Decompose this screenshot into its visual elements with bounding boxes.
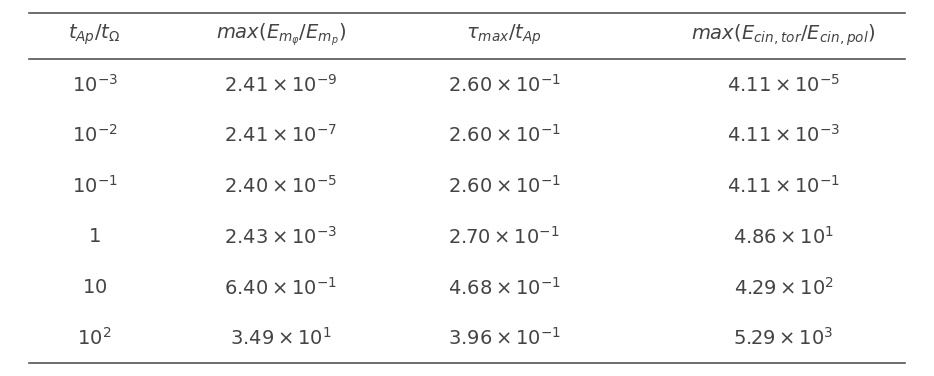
Text: $max(E_{cin,tor}/E_{cin,pol})$: $max(E_{cin,tor}/E_{cin,pol})$	[691, 22, 876, 48]
Text: $2.40 \times 10^{-5}$: $2.40 \times 10^{-5}$	[224, 175, 337, 197]
Text: $4.29 \times 10^{2}$: $4.29 \times 10^{2}$	[733, 276, 834, 298]
Text: $2.70 \times 10^{-1}$: $2.70 \times 10^{-1}$	[448, 226, 560, 248]
Text: $3.49 \times 10^{1}$: $3.49 \times 10^{1}$	[230, 327, 332, 349]
Text: $1$: $1$	[88, 227, 101, 246]
Text: $10$: $10$	[82, 278, 107, 297]
Text: $4.86 \times 10^{1}$: $4.86 \times 10^{1}$	[733, 226, 834, 248]
Text: $4.11 \times 10^{-3}$: $4.11 \times 10^{-3}$	[727, 124, 841, 146]
Text: $2.43 \times 10^{-3}$: $2.43 \times 10^{-3}$	[224, 226, 337, 248]
Text: $4.11 \times 10^{-5}$: $4.11 \times 10^{-5}$	[727, 74, 841, 96]
Text: $5.29 \times 10^{3}$: $5.29 \times 10^{3}$	[733, 327, 834, 349]
Text: $10^{-2}$: $10^{-2}$	[72, 124, 118, 146]
Text: $6.40 \times 10^{-1}$: $6.40 \times 10^{-1}$	[224, 276, 337, 298]
Text: $10^{-3}$: $10^{-3}$	[72, 74, 118, 96]
Text: $4.11 \times 10^{-1}$: $4.11 \times 10^{-1}$	[727, 175, 841, 197]
Text: $2.41 \times 10^{-7}$: $2.41 \times 10^{-7}$	[224, 124, 337, 146]
Text: $t_{Ap}/t_{\Omega}$: $t_{Ap}/t_{\Omega}$	[68, 23, 120, 47]
Text: $10^{-1}$: $10^{-1}$	[72, 175, 118, 197]
Text: $2.60 \times 10^{-1}$: $2.60 \times 10^{-1}$	[447, 124, 560, 146]
Text: $2.60 \times 10^{-1}$: $2.60 \times 10^{-1}$	[447, 175, 560, 197]
Text: $\tau_{max}/t_{Ap}$: $\tau_{max}/t_{Ap}$	[466, 23, 542, 47]
Text: $4.68 \times 10^{-1}$: $4.68 \times 10^{-1}$	[447, 276, 560, 298]
Text: $10^{2}$: $10^{2}$	[78, 327, 112, 349]
Text: $2.60 \times 10^{-1}$: $2.60 \times 10^{-1}$	[447, 74, 560, 96]
Text: $max(E_{m_{\varphi}}/E_{m_p})$: $max(E_{m_{\varphi}}/E_{m_p})$	[216, 22, 346, 48]
Text: $3.96 \times 10^{-1}$: $3.96 \times 10^{-1}$	[447, 327, 560, 349]
Text: $2.41 \times 10^{-9}$: $2.41 \times 10^{-9}$	[224, 74, 337, 96]
